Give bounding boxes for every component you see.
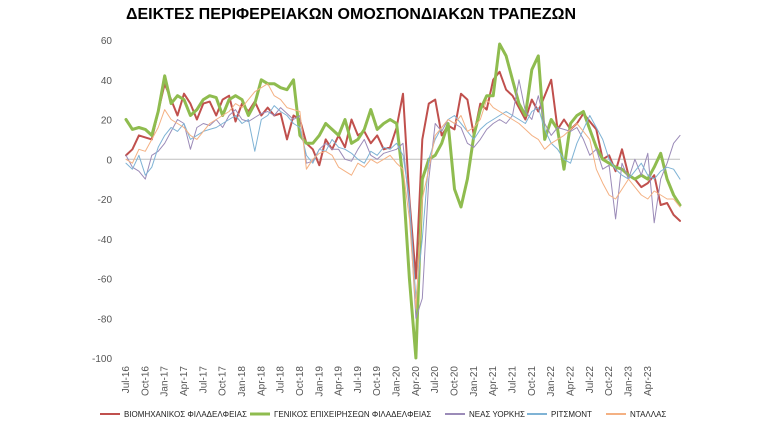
series-line: [125, 105, 681, 299]
y-tick-label: -60: [98, 275, 113, 286]
y-tick-label: -100: [92, 354, 112, 365]
legend-label: ΝΤΑΛΛΑΣ: [630, 410, 666, 419]
chart-legend: ΒΙΟΜΗΧΑΝΙΚΟΣ ΦΙΛΑΔΕΛΦΕΙΑΣ ΓΕΝΙΚΟΣ ΕΠΙΧΕΙΡ…: [100, 410, 666, 419]
x-tick-label: Jan-18: [237, 366, 248, 397]
x-tick-label: Jan-17: [160, 366, 171, 397]
x-tick-label: Jan-23: [623, 366, 634, 397]
x-tick-label: Oct-21: [527, 366, 538, 396]
x-tick-label: Oct-20: [450, 366, 461, 396]
x-tick-label: Jan-19: [314, 366, 325, 397]
legend-label: ΝΕΑΣ ΥΟΡΚΗΣ: [469, 410, 525, 419]
legend-label: ΡΙΤΣΜΟΝΤ: [551, 410, 592, 419]
x-tick-label: Jan-20: [392, 366, 403, 397]
x-tick-label: Oct-18: [295, 366, 306, 396]
x-tick-label: Oct-19: [372, 366, 383, 396]
x-tick-label: Jul-18: [276, 366, 287, 394]
y-tick-label: 60: [101, 36, 113, 47]
x-tick-label: Jul-21: [508, 366, 519, 394]
x-tick-label: Oct-16: [140, 366, 151, 396]
series-line: [125, 70, 681, 280]
series-line: [125, 83, 681, 309]
y-tick-label: -20: [98, 195, 113, 206]
chart-title: ΔΕΙΚΤΕΣ ΠΕΡΙΦΕΡΕΙΑΚΩΝ ΟΜΟΣΠΟΝΔΙΑΚΩΝ ΤΡΑΠ…: [126, 6, 576, 23]
x-tick-label: Jul-16: [121, 366, 132, 394]
x-tick-label: Apr-19: [334, 366, 345, 396]
x-tick-label: Apr-22: [565, 366, 576, 396]
chart-axes: -100 -80 -60 -40 -20 0 20 40 60 Jul-16 Oct-16 Jan-1…: [92, 36, 680, 397]
y-tick-label: 20: [101, 116, 113, 127]
legend-label: ΒΙΟΜΗΧΑΝΙΚΟΣ ΦΙΛΑΔΕΛΦΕΙΑΣ: [124, 410, 247, 419]
y-tick-label: 0: [106, 155, 112, 166]
x-tick-label: Apr-17: [179, 366, 190, 396]
series-line: [125, 79, 681, 319]
x-tick-label: Jan-22: [546, 366, 557, 397]
x-tick-label: Jul-17: [198, 366, 209, 394]
series-line: [124, 42, 682, 360]
x-tick-label: Apr-20: [411, 366, 422, 396]
y-tick-label: -40: [98, 235, 113, 246]
x-tick-label: Jul-20: [430, 366, 441, 394]
y-tick-label: -80: [98, 314, 113, 325]
x-tick-label: Apr-18: [256, 366, 267, 396]
y-tick-label: 40: [101, 76, 113, 87]
x-tick-label: Apr-23: [643, 366, 654, 396]
legend-label: ΓΕΝΙΚΟΣ ΕΠΙΧΕΙΡΗΣΕΩΝ ΦΙΛΑΔΕΛΦΕΙΑΣ: [274, 410, 431, 419]
x-tick-label: Oct-17: [218, 366, 229, 396]
x-tick-label: Oct-22: [604, 366, 615, 396]
chart-series-lines: [124, 42, 682, 360]
x-tick-label: Jul-22: [585, 366, 596, 394]
x-tick-label: Apr-21: [488, 366, 499, 396]
x-tick-label: Jan-21: [469, 366, 480, 397]
x-tick-label: Jul-19: [353, 366, 364, 394]
